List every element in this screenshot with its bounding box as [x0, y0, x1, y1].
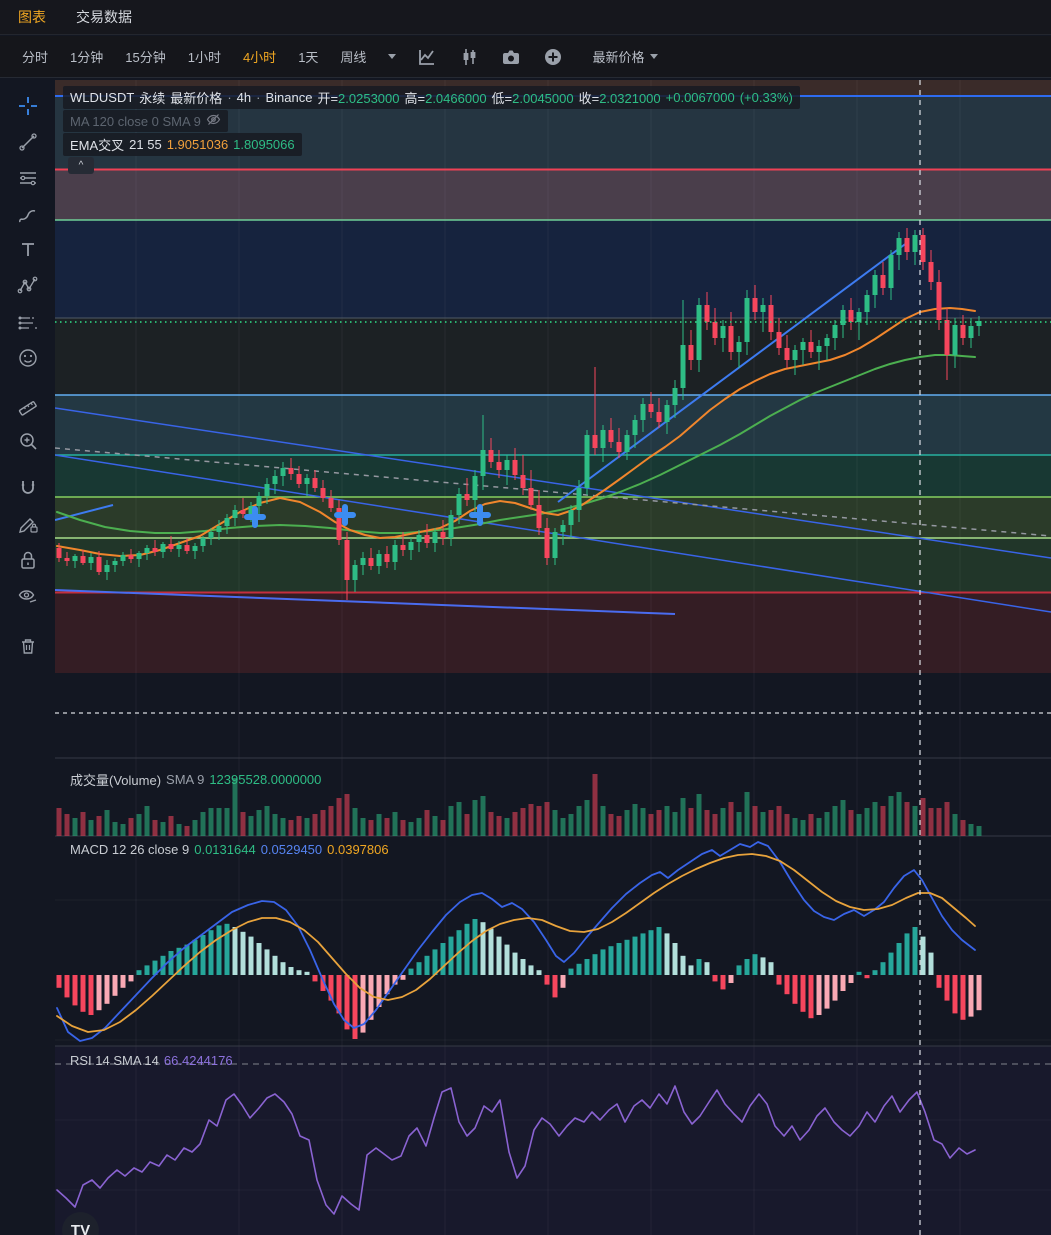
- ohlc-low: 2.0045000: [512, 91, 574, 106]
- magnet-icon[interactable]: [9, 470, 47, 506]
- chart-toolbar: 分时 1分钟 15分钟 1小时 4小时 1天 周线 最新价格: [0, 36, 1051, 78]
- chart-line-icon[interactable]: [410, 44, 444, 70]
- brush-icon[interactable]: [9, 196, 47, 232]
- ema-cross-label: EMA交叉: [70, 138, 125, 153]
- macd-hist-value: 0.0131644: [194, 842, 256, 857]
- text-icon[interactable]: [9, 232, 47, 268]
- rsi-label: RSI 14 SMA 14: [70, 1053, 159, 1068]
- hide-drawings-eye-icon[interactable]: [9, 578, 47, 614]
- interval-dropdown-caret-icon[interactable]: [388, 54, 397, 59]
- zoom-in-icon[interactable]: [9, 423, 47, 459]
- ohlc-high: 2.0466000: [425, 91, 487, 106]
- interval-button-0[interactable]: 分时: [22, 50, 49, 65]
- tab-chart[interactable]: 图表: [18, 9, 46, 25]
- interval-button-4[interactable]: 4小时: [242, 50, 277, 65]
- ohlc-open: 2.0253000: [338, 91, 400, 106]
- candlestick-style-icon[interactable]: [452, 44, 486, 70]
- legend-collapse-button[interactable]: ^: [68, 157, 94, 174]
- ema-slow-value: 1.8095066: [233, 137, 295, 152]
- price-mode-dropdown[interactable]: 最新价格: [592, 47, 664, 66]
- ma-indicator-label: MA 120 close 0 SMA 9: [70, 113, 201, 129]
- drawing-edit-lock-icon[interactable]: [9, 506, 47, 542]
- interval-button-1[interactable]: 1分钟: [70, 50, 104, 65]
- volume-pane-label[interactable]: 成交量(Volume) SMA 9 12395528.0000000: [63, 768, 328, 791]
- camera-icon[interactable]: [494, 44, 528, 70]
- macd-signal-value: 0.0397806: [327, 842, 389, 857]
- macd-line-value: 0.0529450: [260, 842, 323, 857]
- interval-button-6[interactable]: 周线: [340, 50, 367, 65]
- rsi-pane-label[interactable]: RSI 14 SMA 14 66.4244176: [63, 1051, 240, 1070]
- interval-buttons: 分时 1分钟 15分钟 1小时 4小时 1天 周线: [14, 43, 374, 70]
- eye-off-icon[interactable]: [206, 112, 221, 130]
- price-mode-label: 最新价格: [592, 50, 645, 65]
- macd-label: MACD 12 26 close 9: [70, 842, 190, 857]
- macd-pane-label[interactable]: MACD 12 26 close 9 0.0131644 0.0529450 0…: [63, 840, 396, 859]
- legend-interval: 4h: [236, 90, 252, 105]
- price-change: +0.0067000: [665, 90, 735, 105]
- volume-ma-label: SMA 9: [166, 772, 205, 787]
- price-change-pct: (+0.33%): [739, 90, 793, 105]
- add-circle-icon[interactable]: [536, 44, 570, 70]
- interval-button-5[interactable]: 1天: [298, 50, 319, 65]
- fib-retracement-icon[interactable]: [9, 160, 47, 196]
- trend-line-icon[interactable]: [9, 124, 47, 160]
- rsi-value: 66.4244176: [163, 1053, 233, 1068]
- forecast-lines-icon[interactable]: [9, 304, 47, 340]
- xabcd-pattern-icon[interactable]: [9, 268, 47, 304]
- legend-price-mode: 最新价格: [170, 91, 223, 106]
- symbol-name: WLDUSDT: [70, 90, 135, 105]
- market-type: 永续: [139, 91, 166, 106]
- price-mode-caret-icon: [650, 54, 659, 59]
- ma-legend-row[interactable]: MA 120 close 0 SMA 9: [63, 110, 228, 132]
- lock-all-icon[interactable]: [9, 542, 47, 578]
- drawing-tools-sidebar: [0, 78, 55, 1235]
- remove-trash-icon[interactable]: [9, 628, 47, 664]
- chart-canvas[interactable]: [54, 78, 1051, 1235]
- ema-fast-value: 1.9051036: [166, 137, 229, 152]
- ema-cross-legend-row[interactable]: EMA交叉 21 55 1.9051036 1.8095066: [63, 133, 302, 156]
- interval-button-2[interactable]: 15分钟: [125, 50, 166, 65]
- volume-value: 12395528.0000000: [209, 772, 322, 787]
- tradingview-logo[interactable]: TV: [62, 1212, 99, 1235]
- ohlc-close: 2.0321000: [599, 91, 661, 106]
- interval-button-3[interactable]: 1小时: [187, 50, 221, 65]
- ruler-icon[interactable]: [9, 387, 47, 423]
- legend-exchange: Binance: [265, 90, 313, 105]
- tab-trade-data[interactable]: 交易数据: [76, 9, 132, 25]
- ema-cross-params: 21 55: [129, 137, 162, 152]
- symbol-legend-row[interactable]: WLDUSDT 永续 最新价格 · 4h · Binance 开=2.02530…: [63, 86, 800, 109]
- emoji-icon[interactable]: [9, 340, 47, 376]
- volume-label: 成交量(Volume): [70, 773, 162, 788]
- top-tab-bar: 图表 交易数据: [0, 0, 1051, 35]
- crosshair-icon[interactable]: [9, 88, 47, 124]
